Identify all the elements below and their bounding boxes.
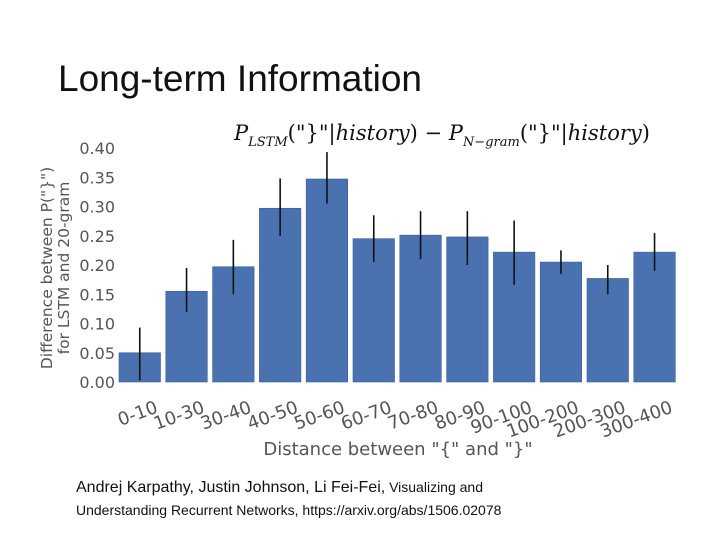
bar-300-400 <box>633 251 676 383</box>
y-tick-label-7: 0.35 <box>79 168 115 187</box>
citation-line2: Understanding Recurrent Networks, https:… <box>76 502 502 518</box>
y-tick-label-0: 0.00 <box>79 373 115 392</box>
y-tick-label-5: 0.25 <box>79 227 115 246</box>
y-tick-label-2: 0.10 <box>79 315 115 334</box>
y-axis-ticks: 0.00 0.05 0.10 0.15 0.20 0.25 0.30 0.35 0.40 <box>79 139 115 392</box>
citation-authors: Andrej Karpathy, Justin Johnson, Li Fei-… <box>76 479 386 496</box>
y-tick-label-8: 0.40 <box>79 139 115 158</box>
bar-40-50 <box>259 207 302 383</box>
x-axis-label: Distance between "{" and "}" <box>263 439 532 460</box>
citation: Andrej Karpathy, Justin Johnson, Li Fei-… <box>76 476 696 521</box>
citation-title-start: Visualizing and <box>385 479 483 495</box>
bar-100-200 <box>539 261 583 383</box>
slide-title: Long-term Information <box>58 58 423 99</box>
bar-70-80 <box>399 234 442 383</box>
svg-text:Difference between P("}"): Difference between P("}") <box>38 167 56 369</box>
chart-title: PLSTM("}"|history) − PN−gram("}"|history… <box>233 121 650 150</box>
bar-60-70 <box>352 238 395 383</box>
error-bars <box>138 152 656 381</box>
y-axis-label: Difference between P("}") for LSTM and 2… <box>38 167 73 369</box>
bars <box>118 178 676 383</box>
bar-chart: PLSTM("}"|history) − PN−gram("}"|history… <box>38 121 676 460</box>
y-tick-label-1: 0.05 <box>79 344 115 363</box>
bar-50-60 <box>305 178 349 383</box>
y-tick-label-4: 0.20 <box>79 256 115 275</box>
y-tick-label-6: 0.30 <box>79 198 115 217</box>
svg-text:for LSTM and 20-gram: for LSTM and 20-gram <box>55 182 73 355</box>
y-tick-label-3: 0.15 <box>79 285 115 304</box>
x-axis-ticks: 0-1010-3030-4040-5050-6060-7070-8080-909… <box>115 397 675 442</box>
bar-200-300 <box>586 278 629 383</box>
